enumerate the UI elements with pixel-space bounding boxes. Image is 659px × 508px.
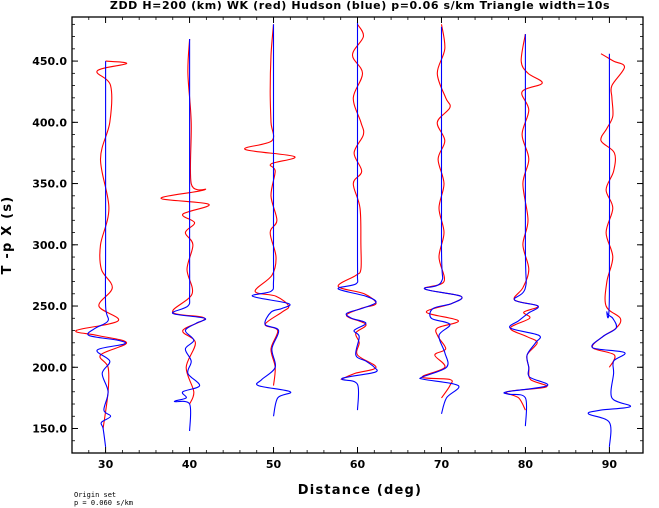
wk-trace-90 bbox=[591, 53, 626, 368]
y-tick-label: 200.0 bbox=[32, 361, 67, 374]
x-axis-label: Distance (deg) bbox=[298, 483, 422, 498]
y-tick-label: 300.0 bbox=[32, 239, 67, 252]
wk-trace-70 bbox=[421, 24, 463, 399]
y-tick-label: 450.0 bbox=[32, 55, 67, 68]
x-tick-label: 50 bbox=[266, 458, 282, 471]
x-tick-label: 40 bbox=[182, 458, 198, 471]
hudson-trace-70 bbox=[419, 26, 463, 414]
chart-title: ZDD H=200 (km) WK (red) Hudson (blue) p=… bbox=[110, 0, 610, 12]
x-tick-label: 80 bbox=[518, 458, 534, 471]
y-tick-label: 150.0 bbox=[32, 423, 67, 436]
hudson-trace-60 bbox=[337, 21, 378, 411]
hudson-trace-50 bbox=[251, 24, 292, 417]
y-tick-label: 350.0 bbox=[32, 178, 67, 191]
traces-layer bbox=[75, 21, 631, 447]
y-axis-label: T -p X (s) bbox=[0, 196, 15, 275]
x-tick-label: 70 bbox=[434, 458, 450, 471]
wk-trace-60 bbox=[337, 24, 377, 381]
x-tick-label: 90 bbox=[602, 458, 618, 471]
wk-trace-80 bbox=[505, 34, 548, 411]
wk-trace-40 bbox=[160, 38, 210, 405]
x-tick-label: 60 bbox=[350, 458, 366, 471]
y-axis: 150.0 200.0 250.0 300.0 350.0 400.0 450.0 bbox=[32, 23, 643, 442]
hudson-trace-30 bbox=[87, 61, 127, 447]
hudson-trace-40 bbox=[171, 39, 207, 432]
x-tick-label: 30 bbox=[98, 458, 114, 471]
wk-trace-30 bbox=[75, 60, 128, 429]
hudson-trace-80 bbox=[503, 34, 549, 427]
footnote-ray-parameter: p = 0.060 s/km bbox=[74, 499, 133, 507]
y-tick-label: 400.0 bbox=[32, 116, 67, 129]
wk-trace-50 bbox=[244, 24, 296, 386]
hudson-trace-90 bbox=[587, 53, 631, 447]
footnote-origin: Origin set bbox=[74, 491, 116, 499]
y-tick-label: 250.0 bbox=[32, 300, 67, 313]
x-axis: 30 40 50 60 70 80 90 bbox=[71, 17, 644, 471]
